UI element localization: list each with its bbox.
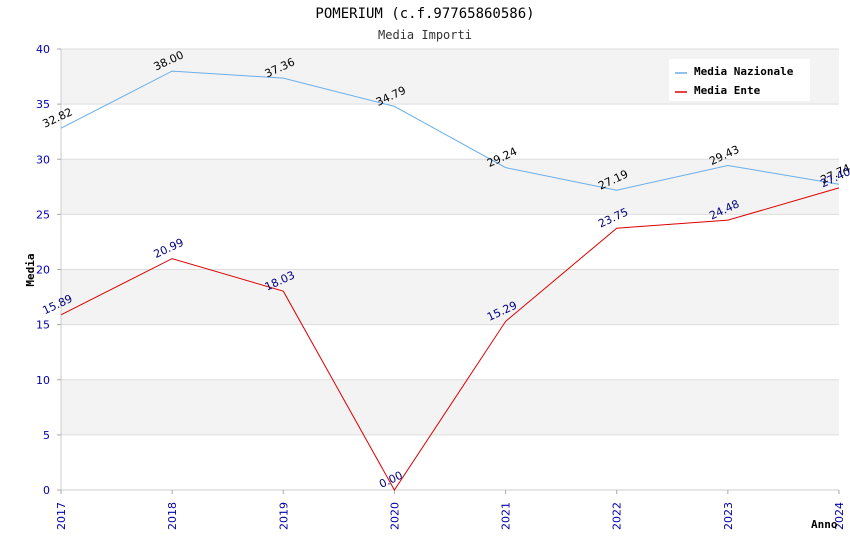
series-line-nazionale (60, 70, 840, 191)
y-tick-label: 30 (36, 153, 50, 166)
chart-subtitle: Media Importi (378, 28, 472, 42)
plot-band (61, 269, 839, 325)
plot-band (61, 434, 839, 490)
plot-band (61, 159, 839, 215)
y-tick-label: 20 (36, 264, 50, 277)
y-tick-label: 0 (43, 484, 50, 497)
legend-label-ente: Media Ente (694, 84, 761, 97)
plot-band (61, 104, 839, 160)
y-axis-label: Media (24, 253, 37, 286)
plot-bands (61, 49, 839, 490)
y-tick-label: 35 (36, 98, 50, 111)
x-tick-label: 2022 (611, 502, 624, 530)
series-line-ente (60, 187, 840, 491)
y-tick-label: 25 (36, 208, 50, 221)
plot-band (61, 324, 839, 380)
plot-band (61, 214, 839, 270)
chart-title: POMERIUM (c.f.97765860586) (315, 6, 534, 22)
legend-label-nazionale: Media Nazionale (694, 65, 794, 78)
legend: Media Nazionale Media Ente (669, 59, 810, 101)
x-tick-label: 2023 (722, 502, 735, 530)
y-ticks: 0 5 10 15 20 25 30 35 40 (36, 43, 61, 497)
y-tick-label: 10 (36, 374, 50, 387)
plot-band (61, 379, 839, 435)
x-tick-label: 2024 (833, 502, 846, 530)
x-axis-label: Anno (811, 518, 838, 531)
y-tick-label: 5 (43, 429, 50, 442)
x-tick-label: 2020 (388, 502, 401, 530)
x-tick-label: 2017 (55, 502, 68, 530)
y-tick-label: 15 (36, 319, 50, 332)
x-tick-label: 2018 (166, 502, 179, 530)
x-tick-label: 2019 (277, 502, 290, 530)
x-tick-label: 2021 (500, 502, 513, 530)
legend-box (669, 59, 810, 101)
y-tick-label: 40 (36, 43, 50, 56)
x-ticks: 2017 2018 2019 2020 2021 2022 2023 2024 (55, 490, 846, 530)
series-lines (60, 70, 840, 491)
